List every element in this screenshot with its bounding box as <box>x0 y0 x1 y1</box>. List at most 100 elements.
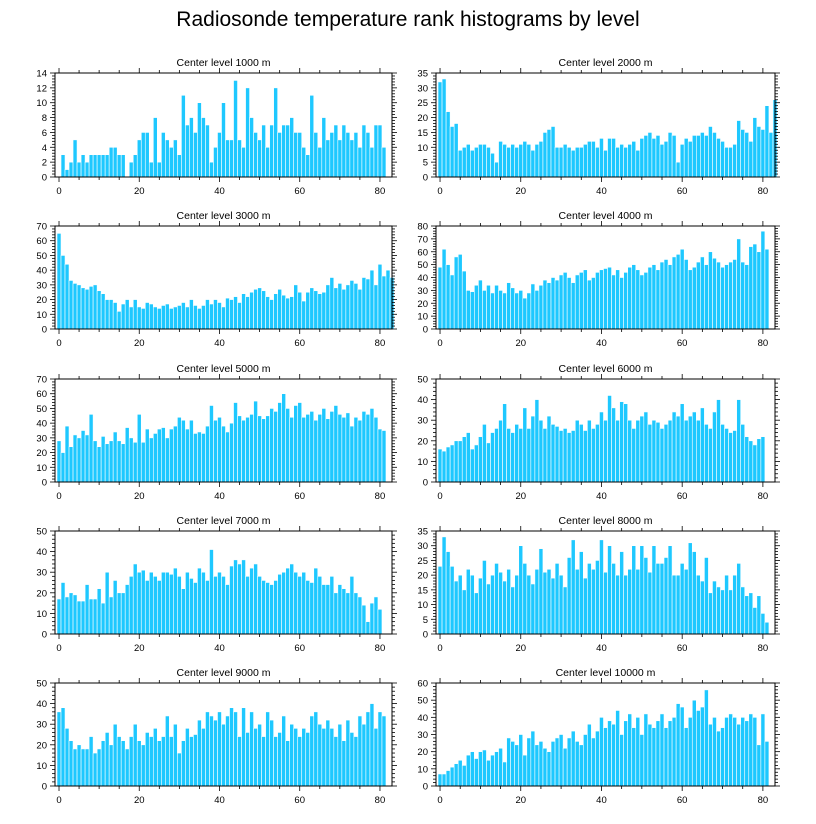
y-tick-label: 0 <box>423 630 428 641</box>
y-tick-label: 50 <box>417 696 428 707</box>
histogram-bar <box>289 117 295 178</box>
histogram-bar <box>566 277 572 330</box>
histogram-bar <box>437 566 443 635</box>
y-tick-label: 0 <box>42 782 47 793</box>
histogram-bar <box>744 436 750 483</box>
histogram-bar <box>189 117 194 178</box>
histogram-bar <box>643 272 649 330</box>
histogram-bar <box>494 161 499 178</box>
histogram-bar <box>566 557 572 635</box>
x-tick-label: 40 <box>596 186 607 197</box>
histogram-bar <box>209 549 214 635</box>
histogram-bar <box>56 711 62 787</box>
histogram-bar <box>671 574 677 635</box>
histogram-bar <box>510 144 516 178</box>
histogram-bar <box>309 715 315 787</box>
histogram-bar <box>217 571 222 635</box>
histogram-bar <box>161 427 166 483</box>
plot-frame-5 <box>435 378 776 483</box>
histogram-bar <box>643 411 649 483</box>
histogram-bar <box>144 302 150 330</box>
histogram-bar <box>728 432 733 483</box>
histogram-bar <box>329 576 335 635</box>
histogram-bar <box>56 440 62 483</box>
histogram-bar <box>361 277 367 330</box>
histogram-bar <box>441 536 447 635</box>
y-tick-label: 0 <box>423 478 428 489</box>
histogram-bar <box>554 737 560 787</box>
histogram-bar <box>506 428 511 483</box>
histogram-bar <box>663 141 669 178</box>
histogram-bar <box>760 713 766 787</box>
histogram-bar <box>712 580 717 635</box>
y-tick-label: 10 <box>36 463 47 474</box>
y-tick-label: 10 <box>417 764 428 775</box>
histogram-bar <box>353 592 359 635</box>
histogram-bar <box>619 144 624 178</box>
histogram-bar <box>558 574 564 635</box>
histogram-bar <box>675 161 681 178</box>
histogram-bar <box>490 574 495 635</box>
y-tick-label: 20 <box>417 299 428 310</box>
histogram-bar <box>233 559 238 635</box>
histogram-bar <box>213 299 218 330</box>
histogram-bar <box>562 586 568 635</box>
histogram-bar <box>313 419 319 483</box>
histogram-bar <box>582 577 588 635</box>
histogram-bar <box>490 432 495 483</box>
histogram-bar <box>691 411 697 483</box>
histogram-bar <box>144 732 150 787</box>
histogram-bar <box>361 411 367 483</box>
histogram-bar <box>132 154 138 178</box>
histogram-bar <box>80 154 86 178</box>
histogram-bar <box>490 292 495 330</box>
histogram-bar <box>457 149 463 178</box>
y-tick-label: 30 <box>417 286 428 297</box>
histogram-bar <box>253 132 258 178</box>
histogram-bar <box>381 430 387 483</box>
histogram-bar <box>277 402 282 483</box>
histogram-bar <box>193 132 198 178</box>
histogram-bar <box>229 422 234 483</box>
histogram-bar <box>257 287 262 330</box>
histogram-bar <box>329 132 335 178</box>
histogram-bar <box>345 284 351 330</box>
histogram-bar <box>297 736 303 787</box>
histogram-bar <box>607 545 612 635</box>
y-tick-label: 20 <box>36 448 47 459</box>
histogram-bar <box>273 87 278 178</box>
histogram-bar <box>465 754 471 787</box>
histogram-bar <box>229 707 234 787</box>
histogram-bar <box>538 548 544 635</box>
histogram-bar <box>441 248 447 330</box>
histogram-bar <box>631 264 637 330</box>
x-tick-label: 80 <box>375 643 386 654</box>
histogram-bar <box>700 580 705 635</box>
histogram-bar <box>647 266 653 330</box>
histogram-bar <box>177 154 182 178</box>
y-tick-label: 50 <box>417 260 428 271</box>
y-tick-label: 60 <box>417 679 428 690</box>
histogram-bar <box>453 440 459 483</box>
y-tick-label: 40 <box>36 547 47 558</box>
histogram-bar <box>84 288 90 330</box>
histogram-bar <box>474 444 479 483</box>
histogram-bar <box>116 154 122 178</box>
histogram-bar <box>281 571 286 635</box>
y-tick-label: 0 <box>42 630 47 641</box>
histogram-bar <box>237 563 242 635</box>
histogram-bar <box>449 766 455 787</box>
histogram-bar <box>542 132 548 178</box>
x-tick-label: 60 <box>294 186 305 197</box>
histogram-bar <box>136 571 142 635</box>
histogram-bar <box>748 592 754 635</box>
histogram-bar <box>96 748 102 787</box>
histogram-bar <box>534 290 540 330</box>
y-tick-label: 15 <box>417 128 428 139</box>
histogram-bar <box>494 751 499 787</box>
histogram-bar <box>341 740 347 787</box>
histogram-bar <box>498 571 503 635</box>
histogram-bar <box>526 144 532 178</box>
histogram-bar <box>185 124 190 178</box>
x-tick-label: 0 <box>56 643 61 654</box>
